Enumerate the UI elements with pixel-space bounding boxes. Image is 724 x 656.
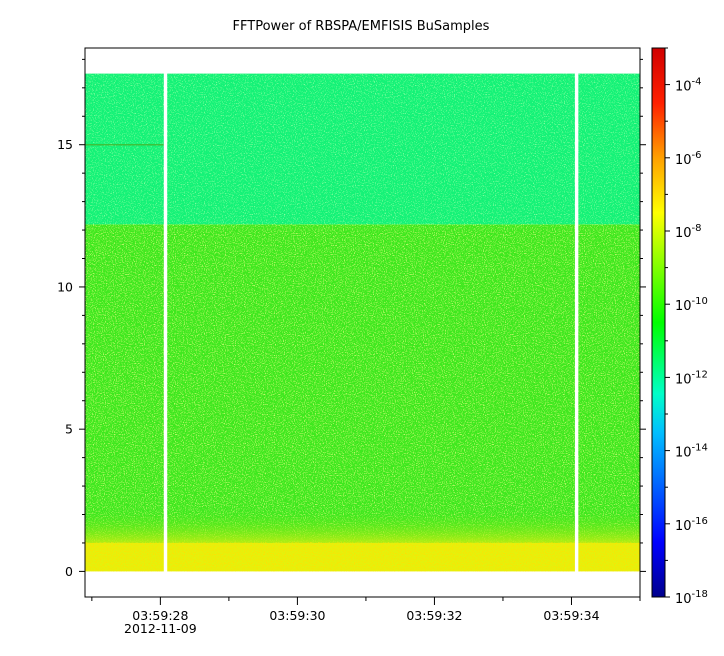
colorbar-tick-label-4: 10-10 xyxy=(675,296,708,314)
colorbar-tick-label-1: 10-16 xyxy=(675,516,708,534)
colorbar-tick-exponent: -12 xyxy=(692,369,708,380)
colorbar-tick-label-6: 10-6 xyxy=(675,150,702,168)
colorbar-tick-base: 10 xyxy=(675,446,692,461)
chart-title: FFTPower of RBSPA/EMFISIS BuSamples xyxy=(233,19,490,34)
gap-1 xyxy=(574,72,579,573)
texture-mid-band xyxy=(85,224,640,543)
colorbar-tick-base: 10 xyxy=(675,519,692,534)
plot-area xyxy=(85,72,640,573)
x-tick-label-1: 03:59:30 xyxy=(269,608,325,623)
colorbar-tick-base: 10 xyxy=(675,372,692,387)
x-tick-label-0: 03:59:28 xyxy=(132,608,188,623)
texture-upper-band xyxy=(85,73,640,225)
gap-0 xyxy=(163,72,168,573)
y-tick-label-15: 15 xyxy=(57,137,73,152)
colorbar-tick-base: 10 xyxy=(675,80,692,95)
y-tick-label-0: 0 xyxy=(65,564,73,579)
colorbar-tick-label-5: 10-8 xyxy=(675,223,702,241)
colorbar-tick-label-0: 10-18 xyxy=(675,589,708,607)
colorbar-tick-exponent: -4 xyxy=(692,77,702,88)
plot-frame xyxy=(84,47,641,598)
colorbar-tick-exponent: -16 xyxy=(692,516,708,527)
y-axis: 0 5 10 15 xyxy=(57,58,646,579)
y-tick-label-10: 10 xyxy=(57,279,73,294)
data-gaps xyxy=(163,72,579,573)
colorbar-tick-label-3: 10-12 xyxy=(675,369,708,387)
colorbar-tick-base: 10 xyxy=(675,153,692,168)
colorbar-tick-exponent: -8 xyxy=(692,223,702,234)
colorbar-tick-label-2: 10-14 xyxy=(675,443,708,461)
colorbar-tick-base: 10 xyxy=(675,592,692,607)
texture-low-band xyxy=(85,542,640,572)
colorbar-tick-base: 10 xyxy=(675,299,692,314)
colorbar-tick-exponent: -18 xyxy=(692,589,708,600)
y-tick-label-5: 5 xyxy=(65,422,73,437)
x-tick-label-2: 03:59:32 xyxy=(406,608,462,623)
colorbar-tick-exponent: -6 xyxy=(692,150,702,161)
x-tick-date-label: 2012-11-09 xyxy=(124,621,197,636)
colorbar-tick-exponent: -14 xyxy=(692,443,708,454)
lower-transition-band xyxy=(85,508,640,543)
colorbar-tick-exponent: -10 xyxy=(692,296,708,307)
colorbar-gradient xyxy=(651,47,666,598)
colorbar-tick-base: 10 xyxy=(675,226,692,241)
colorbar-tick-label-7: 10-4 xyxy=(675,77,702,95)
x-tick-label-3: 03:59:34 xyxy=(543,608,599,623)
